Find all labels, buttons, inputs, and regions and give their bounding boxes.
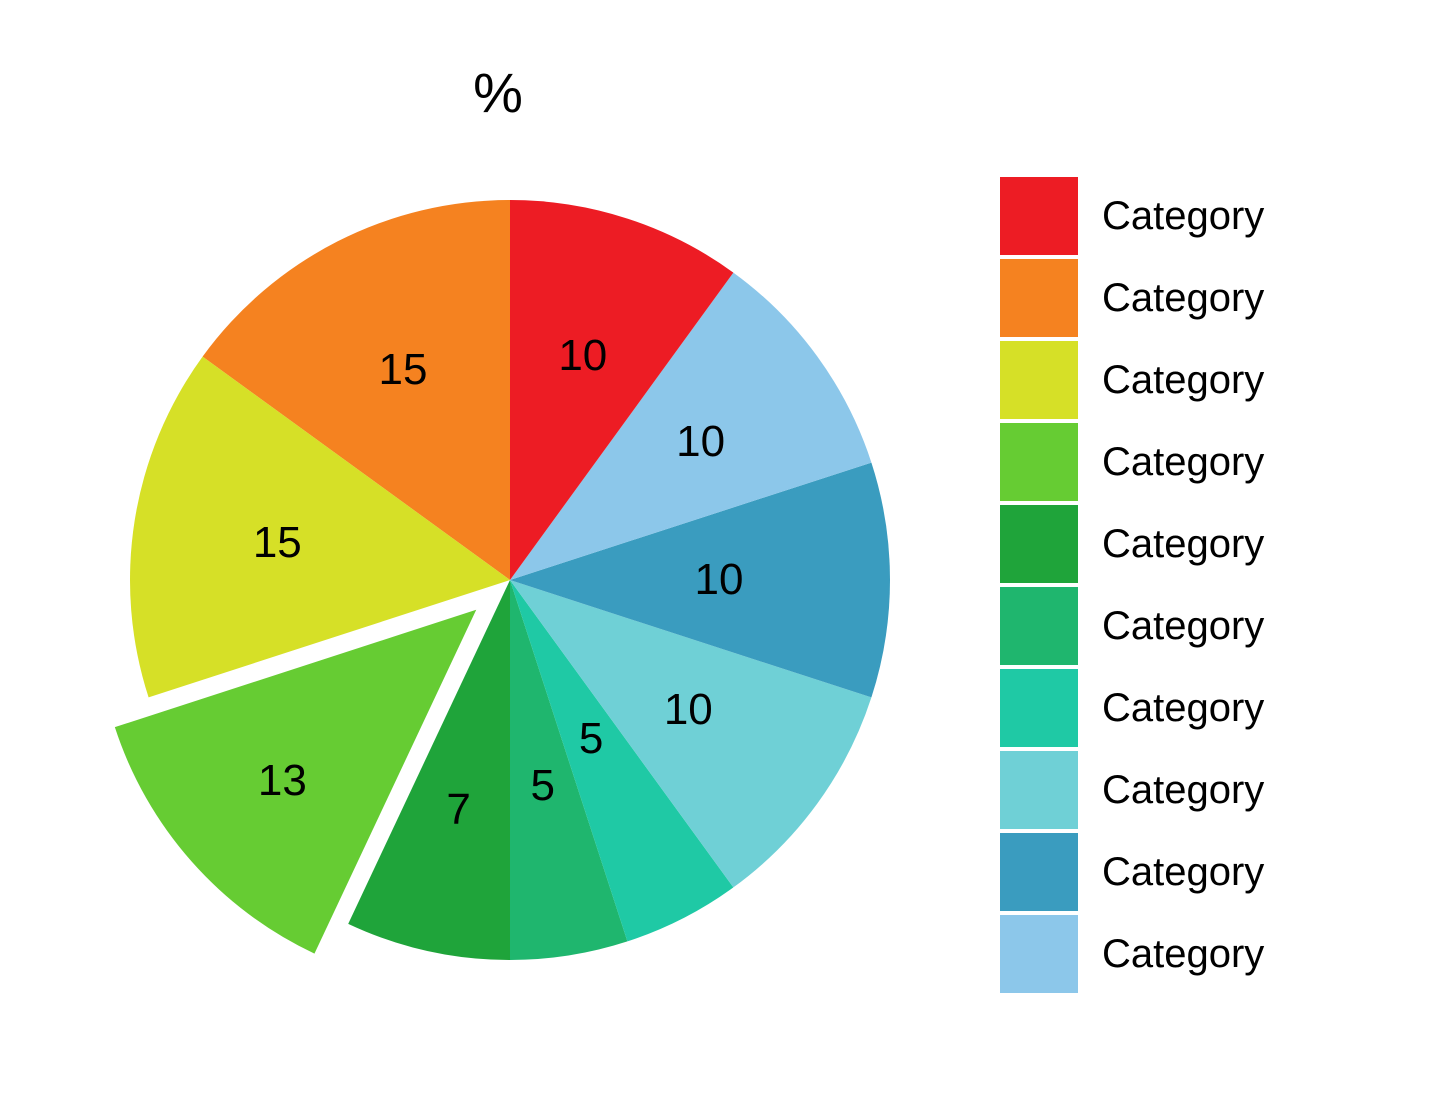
legend-swatch-9 bbox=[1000, 915, 1078, 993]
legend-item-2: Category bbox=[1000, 339, 1264, 421]
legend-swatch-2 bbox=[1000, 341, 1078, 419]
legend-swatch-4 bbox=[1000, 505, 1078, 583]
pie-slice-label-8: 10 bbox=[676, 417, 725, 467]
pie-slice-label-5: 5 bbox=[579, 714, 603, 764]
legend-swatch-6 bbox=[1000, 669, 1078, 747]
chart-stage: % CategoryCategoryCategoryCategoryCatego… bbox=[0, 0, 1451, 1100]
legend-label-9: Category bbox=[1102, 932, 1264, 977]
pie-slice-label-9: 10 bbox=[558, 331, 607, 381]
legend-label-3: Category bbox=[1102, 440, 1264, 485]
legend-label-4: Category bbox=[1102, 522, 1264, 567]
legend-swatch-5 bbox=[1000, 587, 1078, 665]
pie-slice-label-3: 7 bbox=[446, 785, 470, 835]
pie-slice-label-2: 13 bbox=[258, 756, 307, 806]
legend-item-4: Category bbox=[1000, 503, 1264, 585]
legend-item-3: Category bbox=[1000, 421, 1264, 503]
legend-swatch-8 bbox=[1000, 833, 1078, 911]
legend-label-1: Category bbox=[1102, 276, 1264, 321]
pie-slice-label-6: 10 bbox=[664, 685, 713, 735]
pie-slice-label-4: 5 bbox=[530, 761, 554, 811]
legend-item-1: Category bbox=[1000, 257, 1264, 339]
legend-swatch-7 bbox=[1000, 751, 1078, 829]
legend-swatch-0 bbox=[1000, 177, 1078, 255]
legend-item-6: Category bbox=[1000, 667, 1264, 749]
legend-label-7: Category bbox=[1102, 768, 1264, 813]
pie-slice-label-7: 10 bbox=[695, 555, 744, 605]
legend-label-2: Category bbox=[1102, 358, 1264, 403]
legend-swatch-3 bbox=[1000, 423, 1078, 501]
legend: Category Category Category Category Category… bbox=[1000, 175, 1264, 995]
legend-item-7: Category bbox=[1000, 749, 1264, 831]
legend-label-6: Category bbox=[1102, 686, 1264, 731]
legend-item-9: Category bbox=[1000, 913, 1264, 995]
legend-item-0: Category bbox=[1000, 175, 1264, 257]
legend-label-8: Category bbox=[1102, 850, 1264, 895]
pie-slice-label-1: 15 bbox=[253, 518, 302, 568]
legend-label-5: Category bbox=[1102, 604, 1264, 649]
legend-item-8: Category bbox=[1000, 831, 1264, 913]
legend-item-5: Category bbox=[1000, 585, 1264, 667]
legend-swatch-1 bbox=[1000, 259, 1078, 337]
legend-label-0: Category bbox=[1102, 194, 1264, 239]
pie-slice-label-0: 15 bbox=[379, 345, 428, 395]
